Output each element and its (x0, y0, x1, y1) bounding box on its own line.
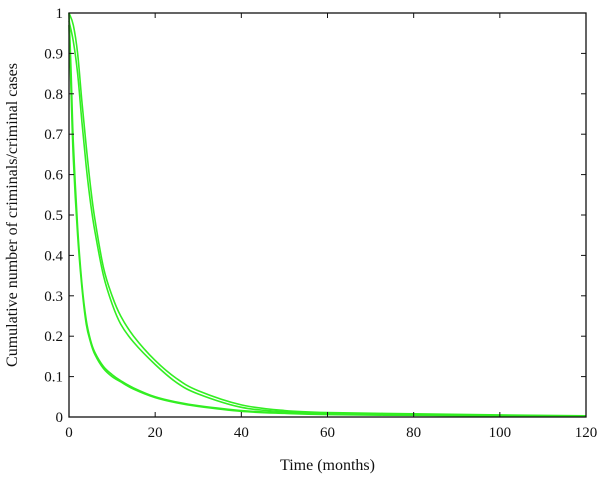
x-tick-label: 20 (148, 425, 163, 441)
series-line-4 (68, 25, 587, 417)
y-tick-label: 0.5 (44, 208, 63, 224)
y-tick-label: 0.6 (44, 168, 63, 184)
x-tick-label: 0 (65, 425, 73, 441)
y-tick-label: 0 (56, 410, 64, 426)
ticks-group: 0 20 40 60 80 100 120 0 0.1 0.2 0.3 0.4 0.5 0.6 0.7 0.8… (44, 6, 597, 441)
y-axis-label: Cumulative number of criminals/criminal … (4, 63, 21, 367)
y-tick-label: 0.3 (44, 289, 63, 305)
x-axis-label: Time (months) (280, 457, 375, 474)
y-tick-label: 0.1 (44, 370, 63, 386)
y-tick-label: 0.9 (44, 46, 63, 62)
y-tick-label: 0.2 (44, 329, 63, 345)
x-tick-label: 80 (406, 425, 421, 441)
x-tick-label: 40 (234, 425, 249, 441)
series-line-2 (68, 20, 587, 417)
x-tick-label: 100 (489, 425, 512, 441)
y-tick-label: 1 (56, 6, 64, 22)
series-group (68, 12, 587, 417)
x-tick-label: 60 (320, 425, 335, 441)
y-tick-label: 0.8 (44, 87, 63, 103)
x-tick-label: 120 (575, 425, 598, 441)
y-tick-label: 0.4 (44, 248, 63, 264)
y-tick-label: 0.7 (44, 127, 63, 143)
